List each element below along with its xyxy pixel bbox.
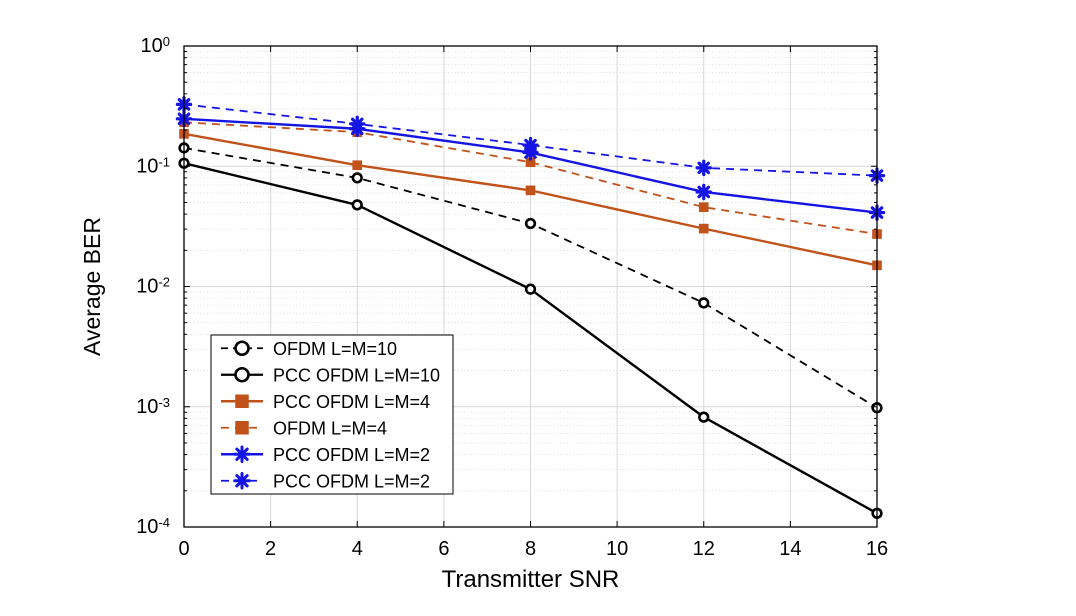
- svg-text:4: 4: [352, 538, 363, 560]
- svg-text:2: 2: [265, 538, 276, 560]
- svg-text:14: 14: [779, 538, 801, 560]
- svg-text:0: 0: [178, 538, 189, 560]
- svg-text:10: 10: [606, 538, 628, 560]
- svg-text:8: 8: [525, 538, 536, 560]
- svg-text:PCC OFDM L=M=4: PCC OFDM L=M=4: [273, 392, 430, 412]
- svg-text:PCC OFDM L=M=2: PCC OFDM L=M=2: [273, 445, 430, 465]
- svg-text:16: 16: [866, 538, 888, 560]
- svg-text:OFDM L=M=4: OFDM L=M=4: [273, 418, 387, 438]
- svg-text:10-4: 10-4: [136, 515, 170, 538]
- svg-text:12: 12: [693, 538, 715, 560]
- svg-text:10-3: 10-3: [136, 395, 170, 418]
- svg-text:100: 100: [141, 34, 170, 57]
- svg-text:Average BER: Average BER: [79, 217, 105, 356]
- svg-text:PCC OFDM L=M=10: PCC OFDM L=M=10: [273, 365, 440, 385]
- svg-text:PCC OFDM L=M=2: PCC OFDM L=M=2: [273, 471, 430, 491]
- svg-text:OFDM L=M=10: OFDM L=M=10: [273, 339, 397, 359]
- svg-text:10-2: 10-2: [136, 275, 170, 298]
- svg-text:6: 6: [438, 538, 449, 560]
- svg-text:Transmitter SNR: Transmitter SNR: [442, 566, 620, 593]
- svg-text:10-1: 10-1: [136, 154, 170, 177]
